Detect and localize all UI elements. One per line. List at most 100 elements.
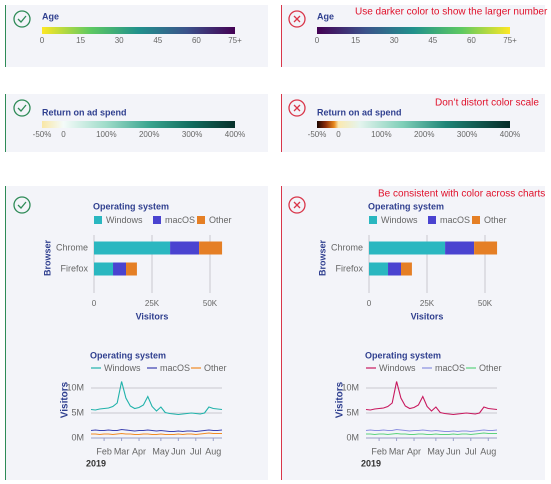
panel xyxy=(5,186,268,480)
legend-swatch xyxy=(153,216,161,224)
panel xyxy=(281,186,545,480)
cross-icon xyxy=(288,99,306,117)
x-tick-label: Apr xyxy=(132,446,146,456)
x-sublabel: 2019 xyxy=(86,458,106,468)
chart-title: Operating system xyxy=(90,350,166,360)
tick-label: 0 xyxy=(315,36,320,45)
series-line xyxy=(90,428,223,433)
series-line xyxy=(365,381,498,416)
tick-label: 300% xyxy=(182,130,202,139)
legend-label: Other xyxy=(484,215,507,225)
y-tick-label: 5M xyxy=(71,407,84,417)
legend-swatch xyxy=(197,216,205,224)
bar-segment xyxy=(369,262,389,276)
bar-segment xyxy=(170,241,200,255)
bar-segment xyxy=(113,262,127,276)
x-tick-label: 0 xyxy=(92,299,97,308)
y-axis-label: Visitors xyxy=(335,381,346,418)
tick-label: 60 xyxy=(192,36,201,45)
chart-title: Operating system xyxy=(365,350,441,360)
x-tick-label: Jun xyxy=(171,446,186,456)
series-line xyxy=(365,428,498,433)
tick-label: 75+ xyxy=(228,36,242,45)
bar-segment xyxy=(445,241,475,255)
annotation: Be consistent with color across charts xyxy=(378,189,545,200)
x-tick-label: Jul xyxy=(465,446,477,456)
legend-label: macOS xyxy=(440,215,470,225)
tick-label: -50% xyxy=(308,130,327,139)
legend-label: Windows xyxy=(379,363,416,373)
x-tick-label: Feb xyxy=(371,446,387,456)
x-tick-label: 25K xyxy=(420,299,435,308)
tick-label: 30 xyxy=(115,36,124,45)
y-tick-label: 0M xyxy=(346,432,359,442)
legend-label: Other xyxy=(479,363,502,373)
color-ramp xyxy=(42,121,235,128)
x-tick-label: Mar xyxy=(114,446,130,456)
tick-label: 45 xyxy=(428,36,437,45)
bar-segment xyxy=(474,241,498,255)
x-tick-label: 25K xyxy=(145,299,160,308)
tick-label: 0 xyxy=(336,130,341,139)
legend-swatch xyxy=(369,216,377,224)
series-line xyxy=(90,381,223,416)
tick-label: 400% xyxy=(500,130,520,139)
check-icon xyxy=(13,99,31,117)
bar-segment xyxy=(94,262,114,276)
series-line xyxy=(366,432,497,436)
legend-label: Windows xyxy=(106,215,143,225)
legend-swatch xyxy=(428,216,436,224)
y-tick-label: 0M xyxy=(71,432,84,442)
series-line xyxy=(91,432,222,436)
tick-label: 100% xyxy=(371,130,391,139)
color-ramp xyxy=(42,27,235,34)
legend-label: Other xyxy=(209,215,232,225)
panel xyxy=(5,5,268,67)
scale-title: Return on ad spend xyxy=(42,107,127,117)
bar-segment xyxy=(199,241,223,255)
legend-label: Windows xyxy=(104,363,141,373)
legend-swatch xyxy=(472,216,480,224)
x-tick-label: Mar xyxy=(389,446,405,456)
x-tick-label: Jul xyxy=(190,446,202,456)
x-tick-label: Aug xyxy=(205,446,221,456)
bar-segment xyxy=(126,262,137,276)
tick-label: 400% xyxy=(225,130,245,139)
y-tick-label: Firefox xyxy=(60,263,88,273)
x-tick-label: 50K xyxy=(478,299,493,308)
tick-label: 75+ xyxy=(503,36,517,45)
scale-title: Return on ad spend xyxy=(317,107,402,117)
y-tick-label: Firefox xyxy=(335,263,363,273)
chart-title: Operating system xyxy=(368,201,444,211)
y-tick-label: 10M xyxy=(341,382,359,392)
x-sublabel: 2019 xyxy=(361,458,381,468)
tick-label: 15 xyxy=(351,36,360,45)
tick-label: 0 xyxy=(61,130,66,139)
legend-label: macOS xyxy=(160,363,190,373)
bar-segment xyxy=(388,262,402,276)
x-axis-label: Visitors xyxy=(411,311,444,321)
color-ramp xyxy=(317,121,510,128)
tick-label: 0 xyxy=(40,36,45,45)
annotation: Don’t distort color scale xyxy=(435,98,539,109)
bar-segment xyxy=(369,241,446,255)
tick-label: 300% xyxy=(457,130,477,139)
tick-label: 200% xyxy=(139,130,159,139)
tick-label: 100% xyxy=(96,130,116,139)
x-axis-label: Visitors xyxy=(136,311,169,321)
panel xyxy=(281,5,545,67)
x-tick-label: Feb xyxy=(96,446,112,456)
tick-label: 15 xyxy=(76,36,85,45)
annotation: Use darker color to show the larger numb… xyxy=(355,7,548,18)
legend-swatch xyxy=(94,216,102,224)
bar-segment xyxy=(94,241,171,255)
y-tick-label: 10M xyxy=(66,382,84,392)
tick-label: 45 xyxy=(153,36,162,45)
x-tick-label: Apr xyxy=(407,446,421,456)
y-tick-label: Chrome xyxy=(56,242,88,252)
scale-title: Age xyxy=(42,11,59,21)
legend-label: Windows xyxy=(381,215,418,225)
y-axis-label: Browser xyxy=(42,239,52,276)
tick-label: 200% xyxy=(414,130,434,139)
